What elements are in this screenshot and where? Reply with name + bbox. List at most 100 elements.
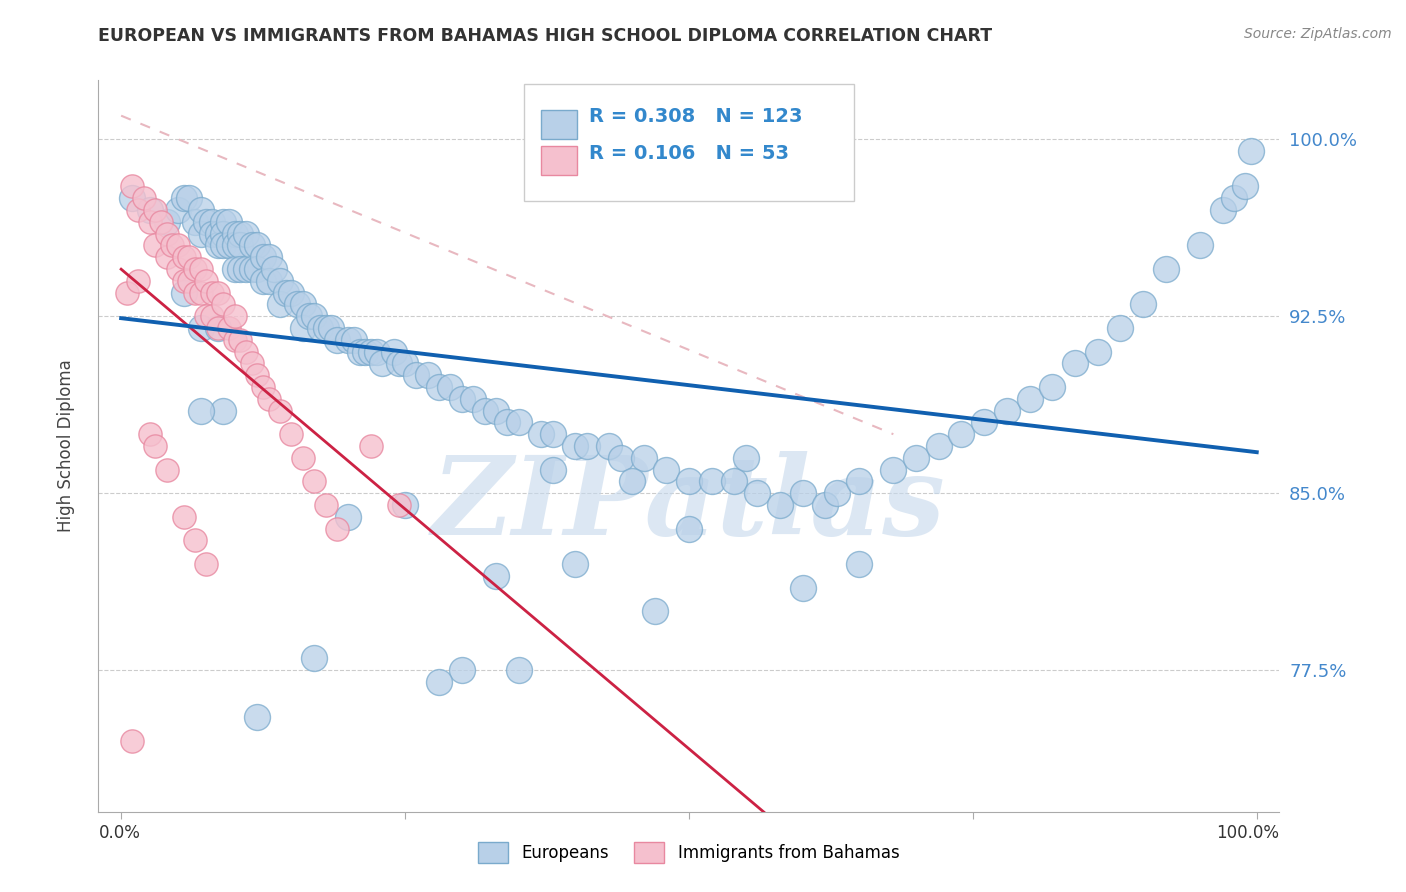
Point [132, 191, 155, 205]
Point [224, 310, 246, 324]
Point [235, 227, 257, 241]
Point [1132, 297, 1154, 311]
Point [496, 416, 519, 430]
Point [269, 274, 291, 288]
Point [291, 321, 314, 335]
Point [1234, 179, 1257, 194]
Point [143, 439, 166, 453]
Point [173, 191, 195, 205]
Legend: Europeans, Immigrants from Bahamas: Europeans, Immigrants from Bahamas [472, 836, 905, 869]
Point [388, 498, 411, 512]
Point [321, 321, 343, 335]
Point [474, 403, 496, 417]
Point [792, 486, 814, 500]
Point [814, 498, 837, 512]
Point [173, 250, 195, 264]
Point [463, 392, 485, 406]
Point [1064, 356, 1087, 370]
Point [598, 439, 620, 453]
Point [235, 262, 257, 277]
Point [416, 368, 439, 383]
Point [973, 416, 995, 430]
FancyBboxPatch shape [523, 84, 855, 201]
Point [745, 486, 768, 500]
Point [201, 285, 224, 300]
Point [229, 238, 252, 252]
Point [229, 227, 252, 241]
Point [224, 238, 246, 252]
Point [1040, 380, 1063, 394]
FancyBboxPatch shape [541, 146, 576, 176]
Point [149, 215, 172, 229]
Point [201, 310, 224, 324]
Point [121, 191, 143, 205]
Point [405, 368, 427, 383]
Point [610, 450, 633, 465]
Point [564, 439, 586, 453]
Point [207, 321, 229, 335]
Point [928, 439, 950, 453]
Point [326, 333, 349, 347]
Point [229, 262, 252, 277]
Point [308, 321, 332, 335]
Point [212, 215, 235, 229]
Point [127, 274, 149, 288]
Point [246, 238, 269, 252]
Point [485, 403, 508, 417]
Point [235, 344, 257, 359]
Point [269, 297, 291, 311]
Point [190, 285, 212, 300]
Point [1018, 392, 1040, 406]
Point [173, 285, 195, 300]
Point [179, 191, 201, 205]
Point [280, 427, 302, 442]
Point [179, 274, 201, 288]
Point [218, 321, 240, 335]
Point [162, 238, 183, 252]
Point [848, 475, 870, 489]
Point [143, 202, 166, 217]
Point [343, 333, 366, 347]
Point [825, 486, 848, 500]
Point [564, 557, 586, 571]
Point [734, 450, 756, 465]
Point [229, 333, 252, 347]
Point [190, 321, 212, 335]
Point [212, 227, 235, 241]
Point [1087, 344, 1109, 359]
Point [195, 215, 218, 229]
FancyBboxPatch shape [541, 110, 576, 139]
Point [121, 179, 143, 194]
Point [138, 427, 160, 442]
Point [173, 509, 195, 524]
Point [218, 238, 240, 252]
Point [950, 427, 973, 442]
Point [280, 285, 302, 300]
Point [394, 498, 416, 512]
Point [678, 475, 700, 489]
Point [302, 651, 325, 665]
Point [246, 368, 269, 383]
Point [212, 297, 235, 311]
Point [246, 710, 269, 724]
Point [155, 462, 177, 476]
Point [302, 475, 325, 489]
Point [621, 475, 644, 489]
Text: 0.0%: 0.0% [98, 824, 141, 842]
Point [167, 202, 190, 217]
Point [905, 450, 928, 465]
Point [155, 215, 177, 229]
Point [207, 285, 229, 300]
Text: R = 0.308   N = 123: R = 0.308 N = 123 [589, 107, 801, 127]
Point [195, 274, 218, 288]
Point [315, 498, 337, 512]
Point [633, 450, 655, 465]
Point [263, 262, 285, 277]
Point [1109, 321, 1132, 335]
Point [427, 675, 450, 690]
Point [508, 663, 530, 677]
Point [723, 475, 745, 489]
Point [349, 344, 371, 359]
Point [155, 227, 177, 241]
Point [541, 462, 564, 476]
